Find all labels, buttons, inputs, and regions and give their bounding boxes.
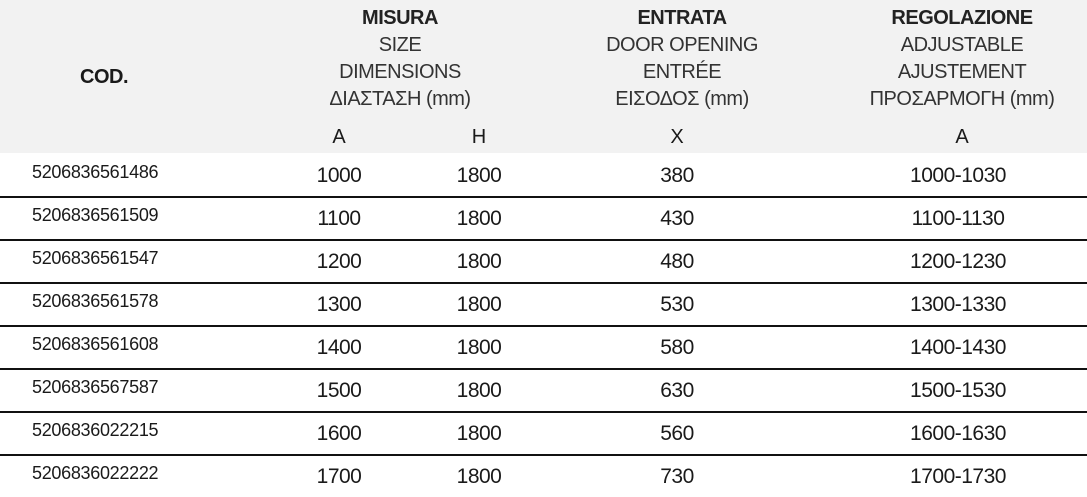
cell-adj: 1100-1130 xyxy=(911,207,1005,230)
header-opening-en: DOOR OPENING xyxy=(606,34,758,56)
table-row: 5206836567587 1500 1800 630 1500-1530 xyxy=(0,368,1087,413)
header-adjust-gr: ΠΡΟΣΑΡΜΟΓΗ (mm) xyxy=(869,88,1055,110)
cell-adj: 1300-1330 xyxy=(910,293,1006,316)
cell-a: 1400 xyxy=(316,336,362,359)
table-row: 5206836561486 1000 1800 380 1000-1030 xyxy=(0,153,1087,198)
cell-h: 1800 xyxy=(456,336,502,359)
cell-code: 5206836561608 xyxy=(32,334,159,354)
cell-adj: 1200-1230 xyxy=(910,250,1006,273)
cell-adj: 1700-1730 xyxy=(910,465,1006,488)
cell-h: 1800 xyxy=(456,422,502,445)
cell-code: 5206836022222 xyxy=(32,463,159,483)
cell-h: 1800 xyxy=(456,379,502,402)
header-size: MISURA SIZE DIMENSIONS ΔΙΑΣΤΑΣΗ (mm) xyxy=(329,5,471,113)
cell-adj: 1000-1030 xyxy=(910,164,1006,187)
cell-h: 1800 xyxy=(456,250,502,273)
cell-h: 1800 xyxy=(456,164,502,187)
subheader-adj: A xyxy=(955,126,969,148)
cell-code: 5206836561547 xyxy=(32,248,159,268)
header-opening-it: ENTRATA xyxy=(637,7,727,29)
cell-adj: 1600-1630 xyxy=(910,422,1006,445)
cell-x: 580 xyxy=(660,336,694,359)
cell-a: 1000 xyxy=(316,164,362,187)
cell-a: 1300 xyxy=(316,293,362,316)
cell-a: 1700 xyxy=(316,465,362,488)
cell-a: 1500 xyxy=(316,379,362,402)
header-adjust: REGOLAZIONE ADJUSTABLE AJUSTEMENT ΠΡΟΣΑΡ… xyxy=(870,5,1055,113)
cell-h: 1800 xyxy=(456,207,502,230)
header-cod: COD. xyxy=(80,66,129,88)
cell-a: 1100 xyxy=(317,207,361,230)
cell-h: 1800 xyxy=(456,465,502,488)
cell-x: 380 xyxy=(660,164,694,187)
header-adjust-it: REGOLAZIONE xyxy=(891,7,1033,29)
subheader-x: X xyxy=(670,126,684,148)
header-opening: ENTRATA DOOR OPENING ENTRÉE ΕΙΣΟΔΟΣ (mm) xyxy=(606,5,758,113)
table-row: 5206836022215 1600 1800 560 1600-1630 xyxy=(0,411,1087,456)
cell-h: 1800 xyxy=(456,293,502,316)
cell-x: 530 xyxy=(660,293,694,316)
table-row: 5206836561578 1300 1800 530 1300-1330 xyxy=(0,282,1087,327)
cell-code: 5206836561578 xyxy=(32,291,159,311)
cell-code: 5206836561486 xyxy=(32,162,159,182)
header-adjust-en: ADJUSTABLE xyxy=(900,34,1024,56)
subheader-h: H xyxy=(471,126,487,148)
cell-code: 5206836022215 xyxy=(32,420,159,440)
cell-x: 430 xyxy=(660,207,694,230)
header-opening-fr: ENTRÉE xyxy=(642,61,722,83)
header-size-en: SIZE xyxy=(378,34,422,56)
cell-adj: 1400-1430 xyxy=(910,336,1006,359)
table-row: 5206836561547 1200 1800 480 1200-1230 xyxy=(0,239,1087,284)
cell-a: 1200 xyxy=(316,250,362,273)
cell-code: 5206836567587 xyxy=(32,377,159,397)
header-size-it: MISURA xyxy=(362,7,438,29)
header-size-gr: ΔΙΑΣΤΑΣΗ (mm) xyxy=(329,88,471,110)
cell-x: 730 xyxy=(660,465,694,488)
cell-code: 5206836561509 xyxy=(32,205,159,225)
cell-x: 560 xyxy=(660,422,694,445)
table-row: 5206836561509 1100 1800 430 1100-1130 xyxy=(0,196,1087,241)
header-size-fr: DIMENSIONS xyxy=(339,61,461,83)
table-header: COD. MISURA SIZE DIMENSIONS ΔΙΑΣΤΑΣΗ (mm… xyxy=(0,0,1087,153)
subheader-a: A xyxy=(332,126,346,148)
table-row: 5206836022222 1700 1800 730 1700-1730 xyxy=(0,454,1087,497)
cell-x: 630 xyxy=(660,379,694,402)
table-row: 5206836561608 1400 1800 580 1400-1430 xyxy=(0,325,1087,370)
header-opening-gr: ΕΙΣΟΔΟΣ (mm) xyxy=(615,88,749,110)
cell-a: 1600 xyxy=(316,422,362,445)
header-adjust-fr: AJUSTEMENT xyxy=(897,61,1027,83)
cell-x: 480 xyxy=(660,250,694,273)
cell-adj: 1500-1530 xyxy=(910,379,1006,402)
